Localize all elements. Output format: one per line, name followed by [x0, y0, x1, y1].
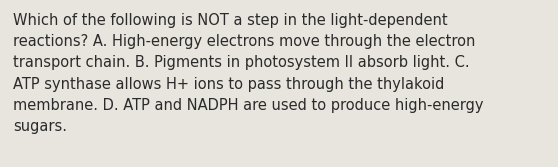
- Text: Which of the following is NOT a step in the light-dependent
reactions? A. High-e: Which of the following is NOT a step in …: [13, 13, 483, 134]
